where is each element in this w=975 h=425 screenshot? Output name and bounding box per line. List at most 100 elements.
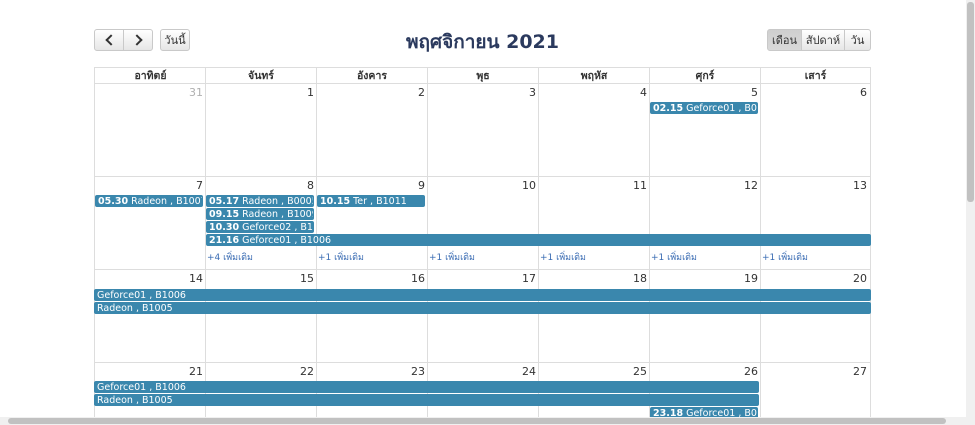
day-number: 9 (418, 179, 425, 192)
event-time: 10.15 (320, 196, 351, 207)
weekday-thu: พฤหัส (538, 68, 649, 84)
calendar-event[interactable]: 05.17 Radeon , B0005 (206, 195, 314, 207)
event-title: Ter , B1011 (353, 196, 407, 207)
day-number: 24 (522, 365, 536, 378)
day-number: 2 (418, 86, 425, 99)
day-number: 7 (196, 179, 203, 192)
event-title: Geforce02 , B1010 (242, 222, 313, 233)
day-number: 10 (522, 179, 536, 192)
day-number: 13 (853, 179, 867, 192)
day-number: 26 (744, 365, 758, 378)
day-number: 15 (300, 272, 314, 285)
calendar-event[interactable]: 02.15 Geforce01 , B0003 (650, 102, 758, 114)
day-cell[interactable]: 19 (649, 270, 761, 362)
day-number: 3 (529, 86, 536, 99)
calendar-event[interactable]: 10.30 Geforce02 , B1010 (206, 221, 314, 233)
calendar-event[interactable]: Geforce01 , B1006 (94, 381, 759, 393)
calendar-event[interactable]: 21.16 Geforce01 , B1006 (206, 234, 871, 246)
calendar-event[interactable]: Geforce01 , B1006 (94, 289, 871, 301)
week-row: 21 22 23 24 25 26 27 Geforce01 , B1006 R… (94, 362, 871, 425)
day-cell[interactable]: 17 (427, 270, 539, 362)
day-cell[interactable]: 20 (760, 270, 871, 362)
view-week-button[interactable]: สัปดาห์ (801, 29, 845, 51)
more-events-link[interactable]: +1 เพิ่มเติม (318, 253, 364, 263)
calendar-event[interactable]: Radeon , B1005 (94, 302, 871, 314)
day-cell[interactable]: 3 (427, 84, 539, 176)
day-number: 31 (189, 86, 203, 99)
event-time: 21.16 (209, 235, 240, 246)
week-row: 14 15 16 17 18 19 20 Geforce01 , B1006 R… (94, 269, 871, 362)
horizontal-scroll-thumb[interactable] (8, 418, 946, 424)
weekday-header: อาทิตย์ จันทร์ อังคาร พุธ พฤหัส ศุกร์ เส… (94, 67, 871, 84)
vertical-scrollbar[interactable] (966, 0, 975, 425)
weekday-fri: ศุกร์ (649, 68, 760, 84)
weekday-tue: อังคาร (316, 68, 427, 84)
event-time: 10.30 (209, 222, 240, 233)
day-number: 27 (853, 365, 867, 378)
day-number: 5 (751, 86, 758, 99)
day-cell[interactable]: 15 (205, 270, 317, 362)
more-events-link[interactable]: +1 เพิ่มเติม (540, 253, 586, 263)
day-number: 6 (860, 86, 867, 99)
event-title: Geforce01 , B1006 (97, 382, 186, 393)
week-row: 7 8 9 10 11 12 13 05.30 Radeon , B1007 0… (94, 176, 871, 269)
more-events-link[interactable]: +1 เพิ่มเติม (762, 253, 808, 263)
calendar-toolbar: วันนี้ พฤศจิกายน 2021 เดือน สัปดาห์ วัน (94, 29, 871, 53)
day-cell[interactable]: 2 (316, 84, 428, 176)
day-cell[interactable]: 31 (94, 84, 206, 176)
event-time: 05.17 (209, 196, 240, 207)
day-cell[interactable]: 12 (649, 177, 761, 269)
day-number: 11 (633, 179, 647, 192)
event-title: Geforce01 , B0003 (686, 103, 757, 114)
day-cell[interactable]: 7 (94, 177, 206, 269)
day-number: 17 (522, 272, 536, 285)
day-cell[interactable]: 18 (538, 270, 650, 362)
day-cell[interactable]: 1 (205, 84, 317, 176)
day-cell[interactable]: 27 (760, 363, 871, 425)
horizontal-scrollbar[interactable] (0, 417, 966, 425)
more-events-link[interactable]: +1 เพิ่มเติม (429, 253, 475, 263)
more-events-link[interactable]: +4 เพิ่มเติม (207, 253, 253, 263)
calendar-event[interactable]: 05.30 Radeon , B1007 (95, 195, 203, 207)
day-number: 12 (744, 179, 758, 192)
day-number: 8 (307, 179, 314, 192)
more-events-link[interactable]: +1 เพิ่มเติม (651, 253, 697, 263)
day-cell[interactable]: 6 (760, 84, 871, 176)
weekday-sun: อาทิตย์ (94, 68, 206, 84)
day-number: 16 (411, 272, 425, 285)
today-button[interactable]: วันนี้ (160, 29, 190, 51)
day-cell[interactable]: 10 (427, 177, 539, 269)
day-number: 20 (853, 272, 867, 285)
event-title: Radeon , B1005 (97, 395, 173, 406)
event-title: Radeon , B0005 (242, 196, 314, 207)
event-title: Radeon , B1005 (97, 303, 173, 314)
day-number: 23 (411, 365, 425, 378)
view-month-button[interactable]: เดือน (767, 29, 802, 51)
day-cell[interactable]: 16 (316, 270, 428, 362)
event-title: Radeon , B1007 (131, 196, 203, 207)
day-cell[interactable]: 11 (538, 177, 650, 269)
event-title: Geforce01 , B1006 (242, 235, 332, 246)
week-row: 31 1 2 3 4 5 6 02.15 Geforce01 , B0003 (94, 83, 871, 176)
calendar-event[interactable]: 10.15 Ter , B1011 (317, 195, 425, 207)
event-time: 23.18 (653, 408, 684, 419)
day-number: 18 (633, 272, 647, 285)
next-month-button[interactable] (123, 29, 153, 51)
day-cell[interactable]: 14 (94, 270, 206, 362)
month-grid: อาทิตย์ จันทร์ อังคาร พุธ พฤหัส ศุกร์ เส… (94, 67, 871, 425)
day-cell[interactable]: 9 (316, 177, 428, 269)
weekday-sat: เสาร์ (760, 68, 871, 84)
event-time: 05.30 (98, 196, 129, 207)
event-time: 02.15 (653, 103, 684, 114)
day-cell[interactable]: 13 (760, 177, 871, 269)
calendar-title: พฤศจิกายน 2021 (405, 31, 559, 53)
vertical-scroll-thumb[interactable] (967, 2, 974, 202)
day-number: 4 (640, 86, 647, 99)
day-cell[interactable]: 5 (649, 84, 761, 176)
calendar-event[interactable]: 09.15 Radeon , B1009 (206, 208, 314, 220)
day-number: 14 (189, 272, 203, 285)
view-day-button[interactable]: วัน (844, 29, 871, 51)
calendar-event[interactable]: Radeon , B1005 (94, 394, 759, 406)
day-cell[interactable]: 8 (205, 177, 317, 269)
day-cell[interactable]: 4 (538, 84, 650, 176)
